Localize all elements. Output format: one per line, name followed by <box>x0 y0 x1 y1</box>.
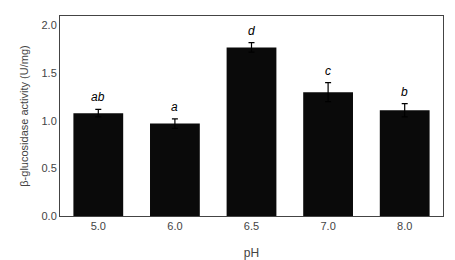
svg-text:2.0: 2.0 <box>42 19 57 31</box>
svg-text:0.0: 0.0 <box>42 210 57 222</box>
svg-text:pH: pH <box>244 246 259 260</box>
svg-text:0.5: 0.5 <box>42 162 57 174</box>
svg-text:8.0: 8.0 <box>397 220 412 232</box>
svg-text:1.0: 1.0 <box>42 115 57 127</box>
svg-text:c: c <box>325 64 331 78</box>
svg-text:a: a <box>171 100 178 114</box>
svg-text:6.0: 6.0 <box>167 220 182 232</box>
svg-text:7.0: 7.0 <box>320 220 335 232</box>
svg-text:6.5: 6.5 <box>244 220 259 232</box>
svg-text:d: d <box>248 24 255 38</box>
svg-text:1.5: 1.5 <box>42 67 57 79</box>
svg-text:ab: ab <box>91 90 105 104</box>
svg-text:β-glucosidase activity (U/mg): β-glucosidase activity (U/mg) <box>18 45 30 186</box>
svg-text:b: b <box>401 85 408 99</box>
svg-text:5.0: 5.0 <box>91 220 106 232</box>
